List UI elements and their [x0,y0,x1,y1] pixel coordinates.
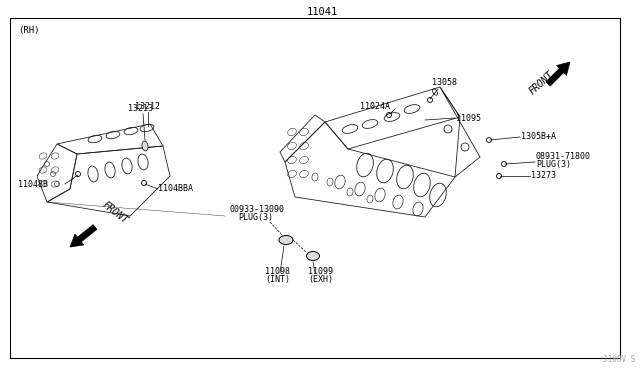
Text: 11098: 11098 [265,267,290,276]
Text: PLUG(3): PLUG(3) [536,160,571,169]
Text: 1104BBA: 1104BBA [158,184,193,193]
Text: 11099: 11099 [308,267,333,276]
Text: 13212: 13212 [135,102,160,111]
Ellipse shape [142,141,148,151]
Text: PLUG(3): PLUG(3) [238,213,273,222]
Text: (INT): (INT) [265,275,290,284]
Text: 11095: 11095 [456,114,481,123]
Ellipse shape [279,235,293,244]
Text: 13273: 13273 [531,171,556,180]
Text: FRONT: FRONT [527,69,556,96]
Text: 13058: 13058 [432,78,457,87]
Text: J100V S: J100V S [603,355,635,364]
Text: 1305B+A: 1305B+A [521,132,556,141]
Text: 11041: 11041 [307,7,338,17]
FancyArrow shape [546,62,570,86]
Text: 08931-71800: 08931-71800 [536,152,591,161]
Text: (RH): (RH) [18,26,40,35]
Text: (EXH): (EXH) [308,275,333,284]
FancyArrow shape [70,225,97,247]
Ellipse shape [307,251,319,260]
Text: 00933-13090: 00933-13090 [230,205,285,214]
Text: 11048B: 11048B [18,180,48,189]
Text: 13213: 13213 [128,104,153,113]
Text: FRONT: FRONT [100,200,129,226]
Text: 11024A: 11024A [360,102,390,111]
